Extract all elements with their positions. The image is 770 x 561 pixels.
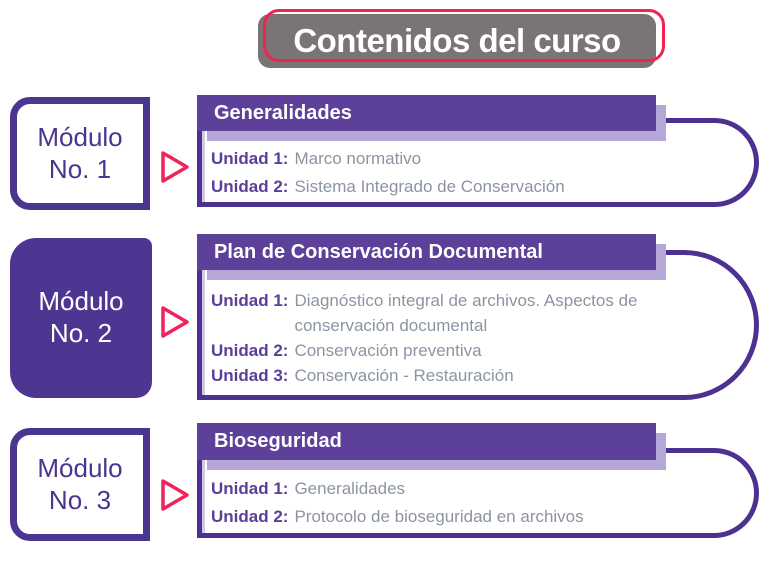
unit-label: Unidad 1: bbox=[211, 291, 289, 310]
module-1-box: Módulo No. 1 bbox=[10, 97, 150, 210]
module-3-label-line1: Módulo bbox=[37, 452, 123, 483]
module-2-box: Módulo No. 2 bbox=[10, 238, 152, 398]
module-2-content: Plan de Conservación Documental Unidad 1… bbox=[197, 234, 760, 400]
unit-item: Unidad 2: Sistema Integrado de Conservac… bbox=[211, 173, 731, 201]
unit-list: Unidad 1: Marco normativo Unidad 2: Sist… bbox=[211, 145, 731, 201]
title-banner: Contenidos del curso bbox=[258, 14, 656, 68]
module-1-content: Generalidades Unidad 1: Marco normativo … bbox=[197, 95, 760, 207]
module-2-label-line1: Módulo bbox=[38, 286, 124, 317]
unit-text: Marco normativo bbox=[294, 149, 422, 168]
unit-label: Unidad 2: bbox=[211, 341, 289, 360]
unit-text: Generalidades bbox=[294, 479, 406, 498]
arrow-right-icon bbox=[161, 151, 189, 183]
unit-item: Unidad 2: Conservación preventiva bbox=[211, 338, 731, 363]
unit-label: Unidad 2: bbox=[211, 507, 289, 526]
page-title: Contenidos del curso bbox=[293, 22, 621, 59]
unit-text: Diagnóstico integral de archivos. Aspect… bbox=[294, 291, 638, 335]
unit-list: Unidad 1: Generalidades Unidad 2: Protoc… bbox=[211, 475, 731, 531]
arrow-right-icon bbox=[161, 306, 189, 338]
unit-text: Conservación preventiva bbox=[294, 341, 482, 360]
unit-label: Unidad 1: bbox=[211, 479, 289, 498]
unit-item: Unidad 3: Conservación - Restauración bbox=[211, 363, 731, 388]
unit-item: Unidad 1: Generalidades bbox=[211, 475, 731, 503]
unit-label: Unidad 2: bbox=[211, 177, 289, 196]
unit-label: Unidad 1: bbox=[211, 149, 289, 168]
module-1-label-line2: No. 1 bbox=[48, 153, 112, 184]
section-header: Plan de Conservación Documental bbox=[197, 234, 656, 270]
section-header: Generalidades bbox=[197, 95, 656, 131]
unit-text: Conservación - Restauración bbox=[294, 366, 514, 385]
unit-item: Unidad 1: Diagnóstico integral de archiv… bbox=[211, 288, 731, 338]
module-1-label-line1: Módulo bbox=[37, 121, 123, 152]
unit-list: Unidad 1: Diagnóstico integral de archiv… bbox=[211, 288, 731, 388]
module-2-label-line2: No. 2 bbox=[49, 318, 113, 348]
section-header: Bioseguridad bbox=[197, 423, 656, 460]
unit-text: Protocolo de bioseguridad en archivos bbox=[294, 507, 584, 526]
module-3-label-line2: No. 3 bbox=[48, 484, 112, 515]
unit-item: Unidad 2: Protocolo de bioseguridad en a… bbox=[211, 503, 731, 531]
unit-item: Unidad 1: Marco normativo bbox=[211, 145, 731, 173]
module-3-content: Bioseguridad Unidad 1: Generalidades Uni… bbox=[197, 423, 760, 538]
unit-text: Sistema Integrado de Conservación bbox=[294, 177, 565, 196]
arrow-right-icon bbox=[161, 479, 189, 511]
module-3-box: Módulo No. 3 bbox=[10, 428, 150, 541]
unit-label: Unidad 3: bbox=[211, 366, 289, 385]
